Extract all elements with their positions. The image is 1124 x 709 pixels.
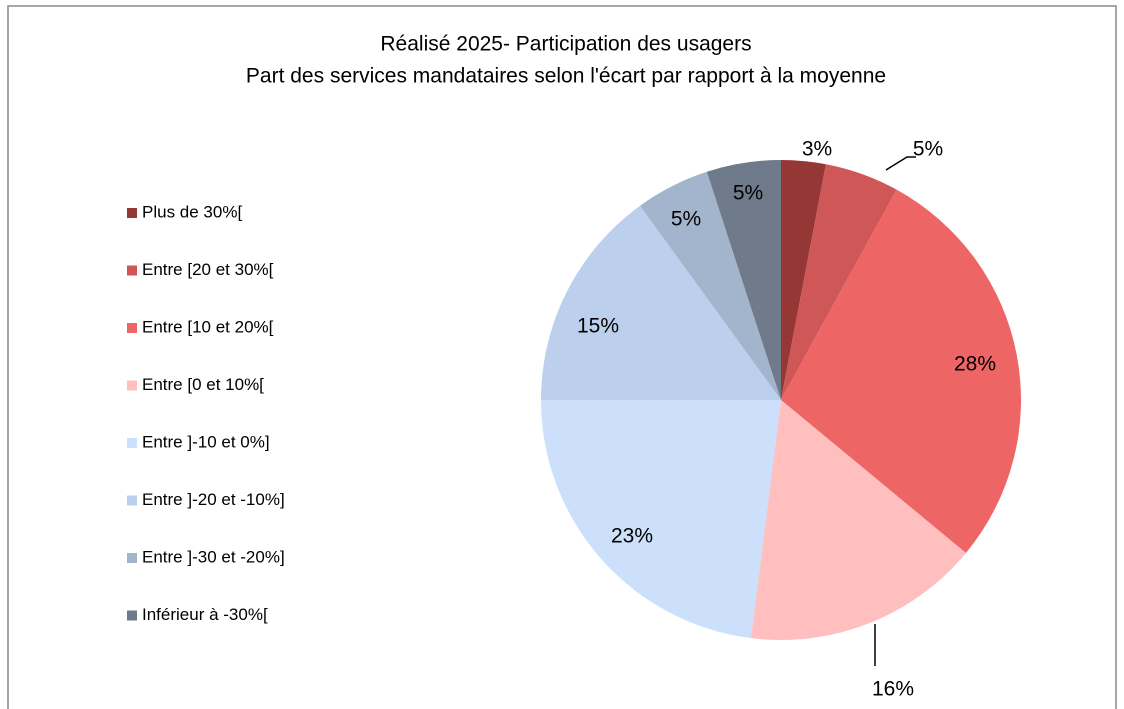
- legend-label: Entre ]-10 et 0%]: [142, 432, 270, 451]
- data-label: 15%: [577, 315, 619, 338]
- pie-slice: [541, 205, 781, 400]
- chart-title: Réalisé 2025- Participation des usagers: [380, 33, 751, 56]
- legend-label: Entre ]-20 et -10%]: [142, 490, 285, 509]
- chart-subtitle: Part des services mandataires selon l'éc…: [246, 65, 886, 88]
- pie-slice: [706, 160, 781, 400]
- pie-slice: [781, 160, 826, 400]
- data-label: 23%: [611, 525, 653, 548]
- legend-swatch: [127, 438, 137, 448]
- legend-swatch: [127, 208, 137, 218]
- legend-swatch: [127, 495, 137, 506]
- pie-slice: [781, 189, 1021, 553]
- data-label: 5%: [913, 138, 943, 161]
- legend-swatch: [127, 553, 137, 563]
- pie-slice: [639, 171, 781, 400]
- legend-label: Entre ]-30 et -20%]: [142, 547, 285, 566]
- legend-swatch: [127, 610, 137, 621]
- data-label: 3%: [802, 138, 832, 161]
- legend-label: Inférieur à -30%[: [142, 605, 268, 624]
- legend-label: Entre [20 et 30%[: [142, 260, 274, 279]
- legend-label: Entre [0 et 10%[: [142, 375, 264, 394]
- pie-slice: [541, 400, 781, 639]
- data-label: 28%: [954, 353, 996, 376]
- legend-label: Entre [10 et 20%[: [142, 317, 274, 336]
- legend-swatch: [127, 265, 137, 276]
- legend-swatch: [127, 380, 137, 391]
- pie-slice: [781, 164, 897, 400]
- data-label: 16%: [872, 678, 914, 701]
- legend-swatch: [127, 323, 137, 333]
- data-label: 5%: [671, 208, 701, 231]
- legend-label: Plus de 30%[: [142, 202, 242, 221]
- data-label: 5%: [733, 182, 763, 205]
- leader-line: [885, 156, 916, 171]
- pie-slice: [750, 400, 966, 640]
